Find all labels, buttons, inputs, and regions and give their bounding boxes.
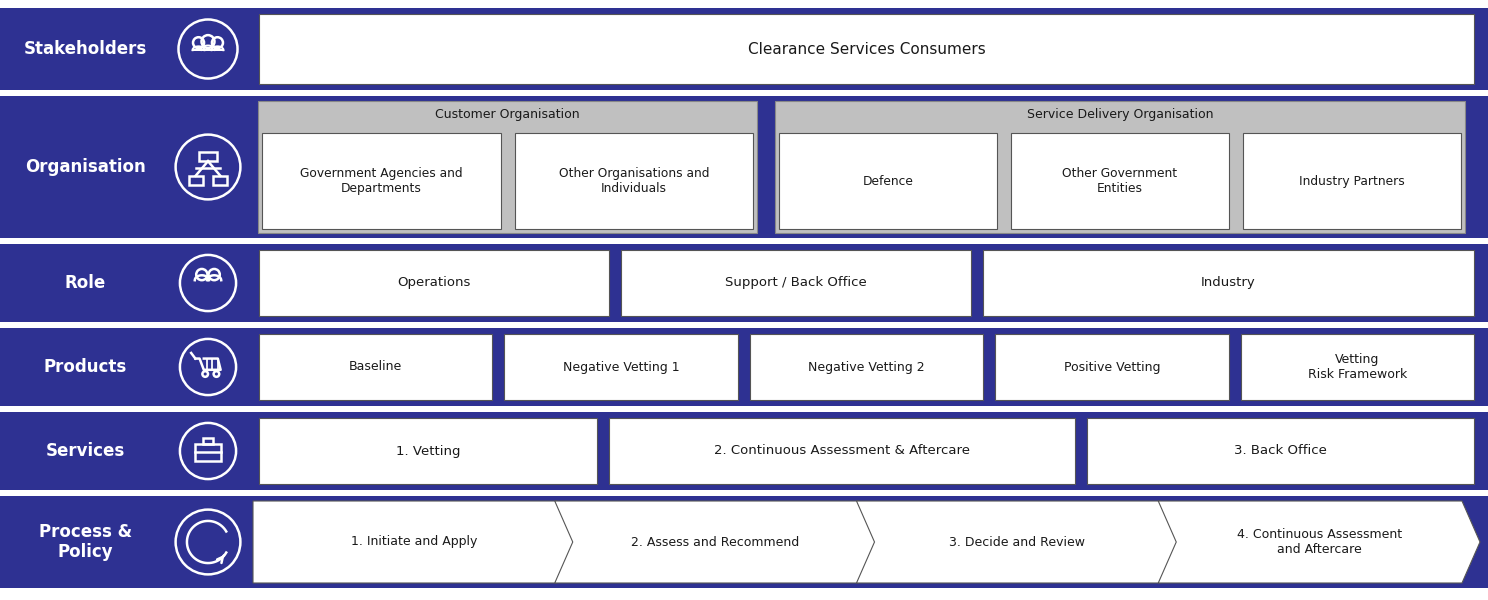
- Text: 2. Assess and Recommend: 2. Assess and Recommend: [631, 536, 799, 548]
- Text: Vetting
Risk Framework: Vetting Risk Framework: [1308, 353, 1408, 381]
- Bar: [504, 334, 738, 400]
- Text: Organisation: Organisation: [25, 158, 146, 176]
- Text: Positive Vetting: Positive Vetting: [1064, 361, 1161, 373]
- Text: Negative Vetting 2: Negative Vetting 2: [808, 361, 926, 373]
- Text: Process &
Policy: Process & Policy: [39, 523, 132, 562]
- Text: Baseline: Baseline: [350, 361, 402, 373]
- Bar: [257, 101, 757, 233]
- Bar: [202, 439, 213, 444]
- Bar: [995, 334, 1229, 400]
- Bar: [0, 328, 1488, 406]
- Bar: [1242, 133, 1461, 229]
- Bar: [750, 334, 984, 400]
- Bar: [189, 176, 202, 185]
- Bar: [199, 152, 217, 161]
- Bar: [259, 250, 609, 316]
- Text: Negative Vetting 1: Negative Vetting 1: [562, 361, 680, 373]
- Bar: [609, 418, 1076, 484]
- Text: 1. Vetting: 1. Vetting: [396, 445, 460, 458]
- Text: Service Delivery Organisation: Service Delivery Organisation: [1027, 109, 1213, 121]
- Text: Other Organisations and
Individuals: Other Organisations and Individuals: [558, 167, 710, 195]
- Polygon shape: [1158, 501, 1481, 583]
- Text: Government Agencies and
Departments: Government Agencies and Departments: [301, 167, 463, 195]
- Text: Defence: Defence: [863, 175, 914, 187]
- Bar: [0, 244, 1488, 322]
- Bar: [775, 101, 1464, 233]
- Bar: [1088, 418, 1475, 484]
- Bar: [259, 334, 493, 400]
- Bar: [620, 250, 972, 316]
- Text: 2. Continuous Assessment & Aftercare: 2. Continuous Assessment & Aftercare: [714, 445, 970, 458]
- Text: 1. Initiate and Apply: 1. Initiate and Apply: [351, 536, 478, 548]
- Text: 4. Continuous Assessment
and Aftercare: 4. Continuous Assessment and Aftercare: [1237, 528, 1402, 556]
- Bar: [262, 133, 500, 229]
- Text: Industry: Industry: [1201, 277, 1256, 289]
- Text: Products: Products: [43, 358, 126, 376]
- Text: Services: Services: [46, 442, 125, 460]
- Text: 3. Decide and Review: 3. Decide and Review: [949, 536, 1085, 548]
- Text: Role: Role: [65, 274, 106, 292]
- Text: Operations: Operations: [397, 277, 470, 289]
- Polygon shape: [555, 501, 876, 583]
- Bar: [984, 250, 1475, 316]
- Polygon shape: [857, 501, 1178, 583]
- Polygon shape: [253, 501, 574, 583]
- Bar: [259, 418, 597, 484]
- Bar: [0, 96, 1488, 238]
- Text: Industry Partners: Industry Partners: [1299, 175, 1405, 187]
- Bar: [213, 176, 228, 185]
- Bar: [0, 412, 1488, 490]
- Bar: [1010, 133, 1229, 229]
- Bar: [0, 8, 1488, 90]
- Bar: [259, 14, 1475, 84]
- Text: Customer Organisation: Customer Organisation: [436, 109, 580, 121]
- Bar: [1241, 334, 1475, 400]
- Text: Clearance Services Consumers: Clearance Services Consumers: [747, 41, 985, 56]
- Text: Support / Back Office: Support / Back Office: [725, 277, 868, 289]
- Bar: [515, 133, 753, 229]
- Text: Stakeholders: Stakeholders: [24, 40, 147, 58]
- Text: 3. Back Office: 3. Back Office: [1234, 445, 1327, 458]
- Bar: [0, 496, 1488, 588]
- Text: Other Government
Entities: Other Government Entities: [1062, 167, 1177, 195]
- Bar: [780, 133, 997, 229]
- Bar: [195, 444, 220, 461]
